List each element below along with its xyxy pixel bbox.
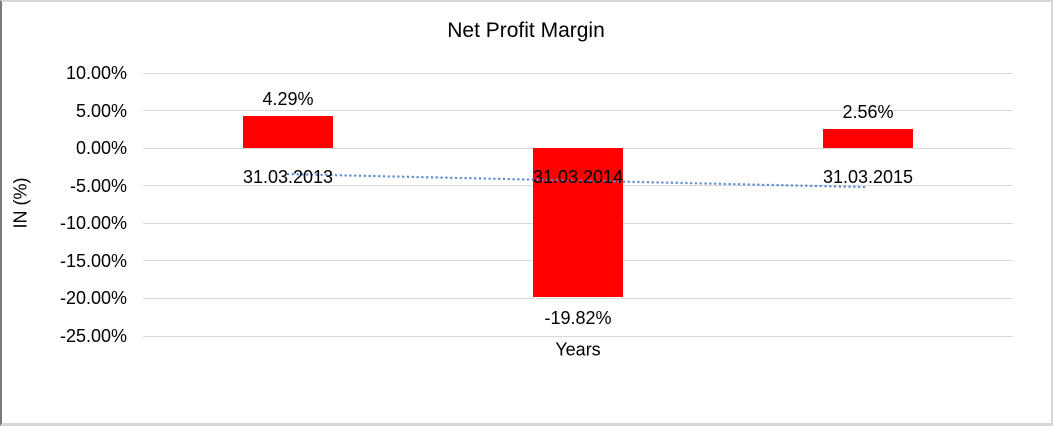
- y-tick-label: -10.00%: [59, 213, 127, 234]
- bar-data-label: -19.82%: [544, 308, 612, 329]
- gridline: [143, 335, 1013, 337]
- x-axis-title: Years: [555, 339, 601, 360]
- gridline: [143, 110, 1013, 112]
- category-label: 31.03.2013: [242, 167, 334, 187]
- gridline: [143, 72, 1013, 74]
- y-tick-label: -15.00%: [59, 250, 127, 271]
- y-tick-label: -25.00%: [59, 326, 127, 346]
- y-tick-label: 10.00%: [65, 63, 127, 83]
- chart-title: Net Profit Margin: [447, 19, 605, 42]
- gridline: [143, 297, 1013, 299]
- category-label: 31.03.2014: [532, 167, 624, 187]
- bar: [823, 128, 913, 149]
- y-axis-title: IN (%): [10, 177, 31, 229]
- bar-data-label: 4.29%: [262, 88, 314, 109]
- bar-data-label: 2.56%: [842, 101, 894, 122]
- category-label: 31.03.2015: [822, 167, 914, 187]
- bar: [243, 115, 333, 149]
- y-tick-label: -20.00%: [59, 288, 127, 309]
- y-tick-label: -5.00%: [69, 175, 127, 196]
- y-tick-label: 0.00%: [75, 138, 127, 159]
- y-tick-label: 5.00%: [75, 100, 127, 121]
